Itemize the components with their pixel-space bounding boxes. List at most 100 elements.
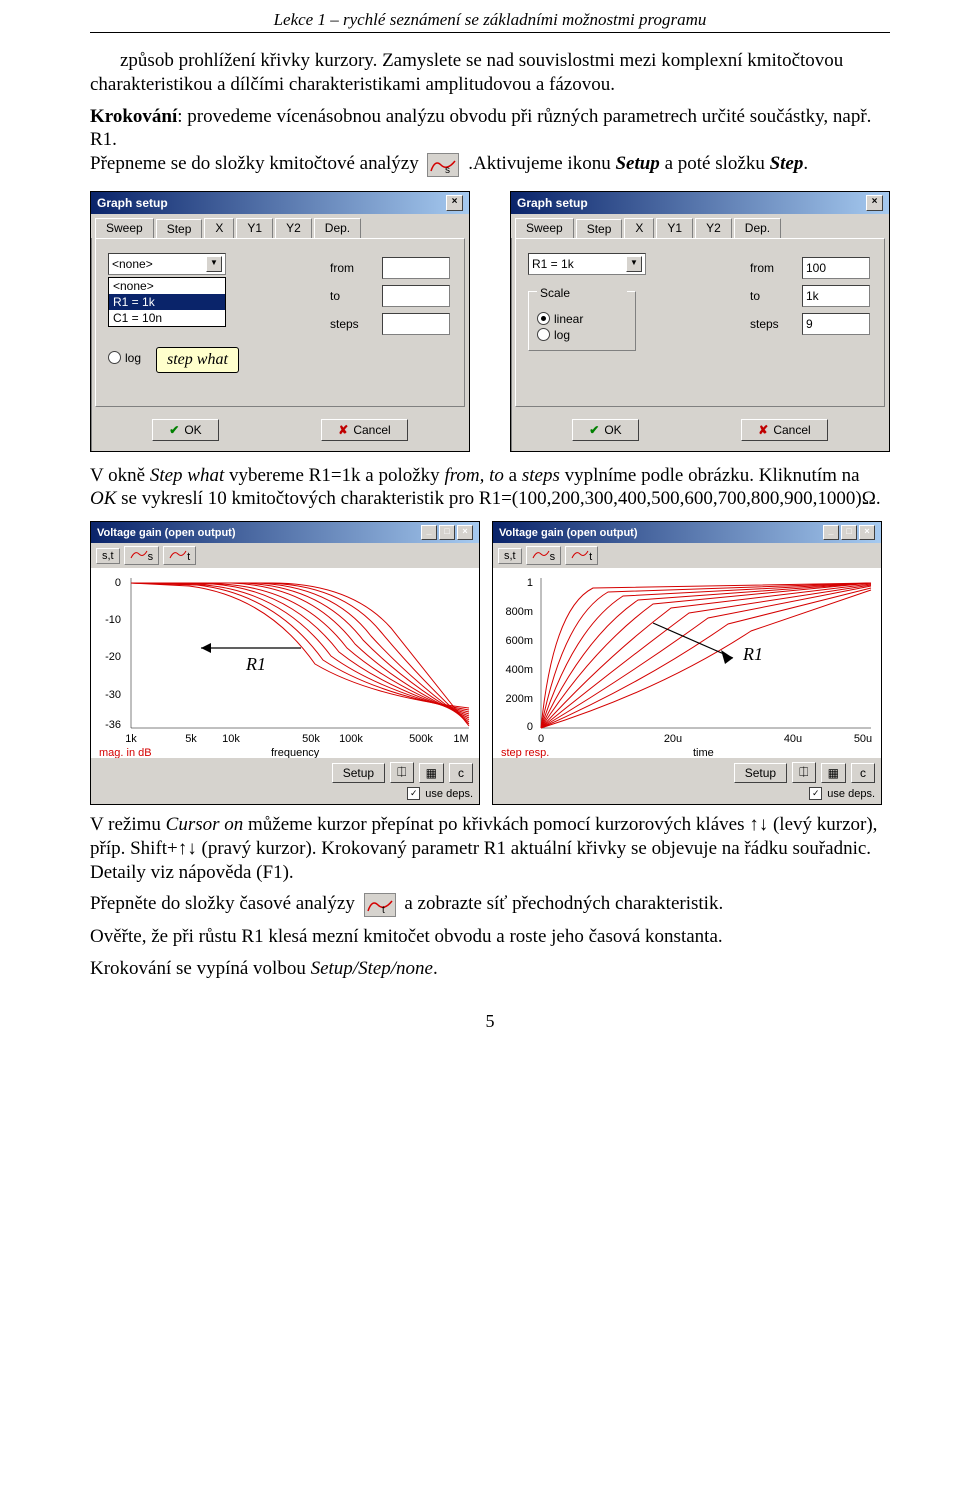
dialog1-combo-value: <none> (112, 257, 153, 271)
dialog1-combo[interactable]: <none> ▼ (108, 253, 226, 275)
radio-dot-off (537, 328, 550, 341)
chart2-window: Voltage gain (open output) _ □ × s,t s t… (492, 521, 882, 805)
tab2-dep[interactable]: Dep. (734, 218, 781, 238)
chart2-bottombar: Setup ⎅ ▦ c (493, 758, 881, 787)
radio-log2[interactable]: log (537, 328, 627, 342)
cancel-label: Cancel (353, 423, 390, 437)
max2-icon[interactable]: □ (841, 525, 857, 540)
scale-group: Scale linear log (528, 291, 636, 351)
dialog1-panel: <none> ▼ <none> R1 = 1k C1 = 10n log step… (95, 238, 465, 407)
svg-text:600m: 600m (505, 635, 533, 647)
svg-text:40u: 40u (784, 733, 802, 745)
radio-linear[interactable]: linear (537, 312, 627, 326)
tb-icon2[interactable]: ▦ (419, 763, 444, 783)
chart1-toolbar: s,t s t (91, 543, 479, 568)
tb2-t-icon[interactable]: t (565, 546, 598, 565)
tb-c[interactable]: c (449, 763, 473, 783)
tab-step[interactable]: Step (156, 219, 203, 239)
tab2-sweep[interactable]: Sweep (515, 218, 574, 238)
tab-dep[interactable]: Dep. (314, 218, 361, 238)
ok-button[interactable]: ✔OK (152, 419, 218, 441)
row-steps: steps (330, 313, 450, 335)
dialog1-tabs: Sweep Step X Y1 Y2 Dep. (91, 214, 469, 238)
tab-x[interactable]: X (204, 218, 234, 238)
list-item-c1[interactable]: C1 = 10n (109, 310, 225, 326)
min-icon[interactable]: _ (421, 525, 437, 540)
setup2-button[interactable]: Setup (734, 763, 787, 783)
tb-icon1[interactable]: ⎅ (390, 762, 414, 783)
svg-text:1k: 1k (125, 733, 137, 745)
tab-y2[interactable]: Y2 (275, 218, 312, 238)
dialog2-tabs: Sweep Step X Y1 Y2 Dep. (511, 214, 889, 238)
check2-icon: ✔ (589, 423, 599, 437)
tab2-x[interactable]: X (624, 218, 654, 238)
dialog2-combo[interactable]: R1 = 1k▼ (528, 253, 646, 275)
tb2-s-icon[interactable]: s (526, 546, 562, 565)
ok2-label: OK (604, 423, 621, 437)
chart2-title: Voltage gain (open output) (499, 527, 638, 539)
tb-t-icon[interactable]: t (163, 546, 196, 565)
tb-s-icon[interactable]: s (124, 546, 160, 565)
tb2-st[interactable]: s,t (498, 548, 522, 564)
min2-icon[interactable]: _ (823, 525, 839, 540)
usedeps-label: use deps. (425, 788, 473, 800)
usedeps2-checkbox[interactable]: ✓ (809, 787, 822, 800)
p3a: V okně (90, 465, 150, 486)
chart1-titlebar: Voltage gain (open output) _ □ × (91, 522, 479, 543)
scale-legend: Scale (537, 286, 627, 300)
from2-input[interactable]: 100 (802, 257, 870, 279)
tb2-icon2[interactable]: ▦ (821, 763, 846, 783)
from-input[interactable] (382, 257, 450, 279)
tb2-icon1[interactable]: ⎅ (792, 762, 816, 783)
combo2-arrow-icon[interactable]: ▼ (626, 256, 642, 272)
dialog2-close-icon[interactable]: × (866, 195, 883, 211)
from2-label: from (750, 261, 792, 275)
chart2-plot: 1 800m 600m 400m 200m 0 0 20u 40u 50u st… (493, 568, 881, 758)
svg-text:800m: 800m (505, 606, 533, 618)
close2-icon[interactable]: × (859, 525, 875, 540)
ok-label: OK (184, 423, 201, 437)
cross-icon: ✘ (338, 423, 348, 437)
p3c: a (504, 465, 522, 486)
steps-label: steps (330, 317, 372, 331)
tab-y1[interactable]: Y1 (236, 218, 273, 238)
dialog1-listbox[interactable]: <none> R1 = 1k C1 = 10n (108, 277, 226, 327)
svg-text:1: 1 (527, 577, 533, 589)
chart1-window-buttons: _ □ × (421, 525, 473, 540)
para-5: Přepněte do složky časové analýzy t a zo… (90, 892, 890, 917)
usedeps-checkbox[interactable]: ✓ (407, 787, 420, 800)
usedeps2-label: use deps. (827, 788, 875, 800)
chart1-bottombar2: ✓ use deps. (91, 787, 479, 804)
combo-arrow-icon[interactable]: ▼ (206, 256, 222, 272)
steps2-input[interactable]: 9 (802, 313, 870, 335)
close1-icon[interactable]: × (457, 525, 473, 540)
cancel2-button[interactable]: ✘Cancel (741, 419, 827, 441)
tab2-step[interactable]: Step (576, 219, 623, 239)
tab2-y2[interactable]: Y2 (695, 218, 732, 238)
dialog1-buttons: ✔OK ✘ Cancel (91, 413, 469, 451)
steps-input[interactable] (382, 313, 450, 335)
dialog1-radio-log[interactable]: log (108, 351, 141, 365)
setup-button[interactable]: Setup (332, 763, 385, 783)
log-label: log (554, 328, 570, 342)
tb-st[interactable]: s,t (96, 548, 120, 564)
para-2: Krokování: provedeme vícenásobnou analýz… (90, 105, 890, 177)
chart1-title: Voltage gain (open output) (97, 527, 236, 539)
tb2-c[interactable]: c (851, 763, 875, 783)
cancel-button[interactable]: ✘ Cancel (321, 419, 407, 441)
graph-setup-dialog-1: Graph setup × Sweep Step X Y1 Y2 Dep. <n… (90, 191, 470, 452)
to-input[interactable] (382, 285, 450, 307)
charts-row: Voltage gain (open output) _ □ × s,t s t… (90, 521, 890, 805)
ok2-button[interactable]: ✔ OK (572, 419, 638, 441)
to2-input[interactable]: 1k (802, 285, 870, 307)
list-item-r1[interactable]: R1 = 1k (109, 294, 225, 310)
tab-sweep[interactable]: Sweep (95, 218, 154, 238)
svg-text:5k: 5k (185, 733, 197, 745)
max-icon[interactable]: □ (439, 525, 455, 540)
freq-analysis-icon: s (427, 153, 459, 177)
list-item-none[interactable]: <none> (109, 278, 225, 294)
dialog1-close-icon[interactable]: × (446, 195, 463, 211)
svg-text:0: 0 (538, 733, 544, 745)
tab2-y1[interactable]: Y1 (656, 218, 693, 238)
svg-text:mag. in dB: mag. in dB (99, 747, 152, 758)
